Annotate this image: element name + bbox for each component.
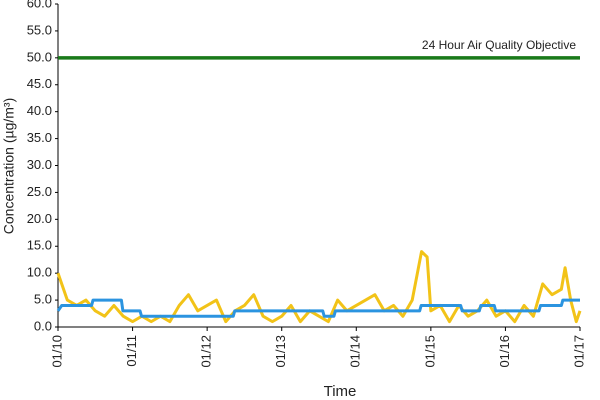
x-tick-label: 01/15 — [422, 335, 437, 368]
y-tick-label: 50.0 — [27, 49, 52, 64]
y-axis-title: Concentration (µg/m³) — [1, 98, 17, 234]
y-tick-label: 40.0 — [27, 103, 52, 118]
y-tick-label: 60.0 — [27, 0, 52, 10]
y-tick-label: 15.0 — [27, 238, 52, 253]
y-tick-label: 35.0 — [27, 130, 52, 145]
y-tick-label: 25.0 — [27, 184, 52, 199]
annotation: 24 Hour Air Quality Objective — [422, 38, 576, 52]
x-tick-label: 01/16 — [497, 335, 512, 368]
y-tick-label: 0.0 — [34, 318, 52, 333]
series-line — [56, 298, 580, 318]
x-tick-label: 01/10 — [49, 335, 64, 368]
y-tick-label: 10.0 — [27, 265, 52, 280]
x-tick-label: 01/13 — [273, 335, 288, 368]
x-axis-title: Time — [324, 383, 357, 400]
y-tick-label: 20.0 — [27, 211, 52, 226]
x-tick-label: 01/14 — [348, 335, 363, 368]
x-tick-label: 01/11 — [124, 335, 139, 367]
x-tick-label: 01/12 — [199, 335, 214, 368]
y-tick-label: 55.0 — [27, 22, 52, 37]
y-tick-label: 5.0 — [34, 292, 52, 307]
y-tick-label: 30.0 — [27, 157, 52, 172]
x-tick-label: 01/17 — [571, 335, 586, 368]
series-line — [56, 250, 582, 324]
y-tick-label: 45.0 — [27, 76, 52, 91]
